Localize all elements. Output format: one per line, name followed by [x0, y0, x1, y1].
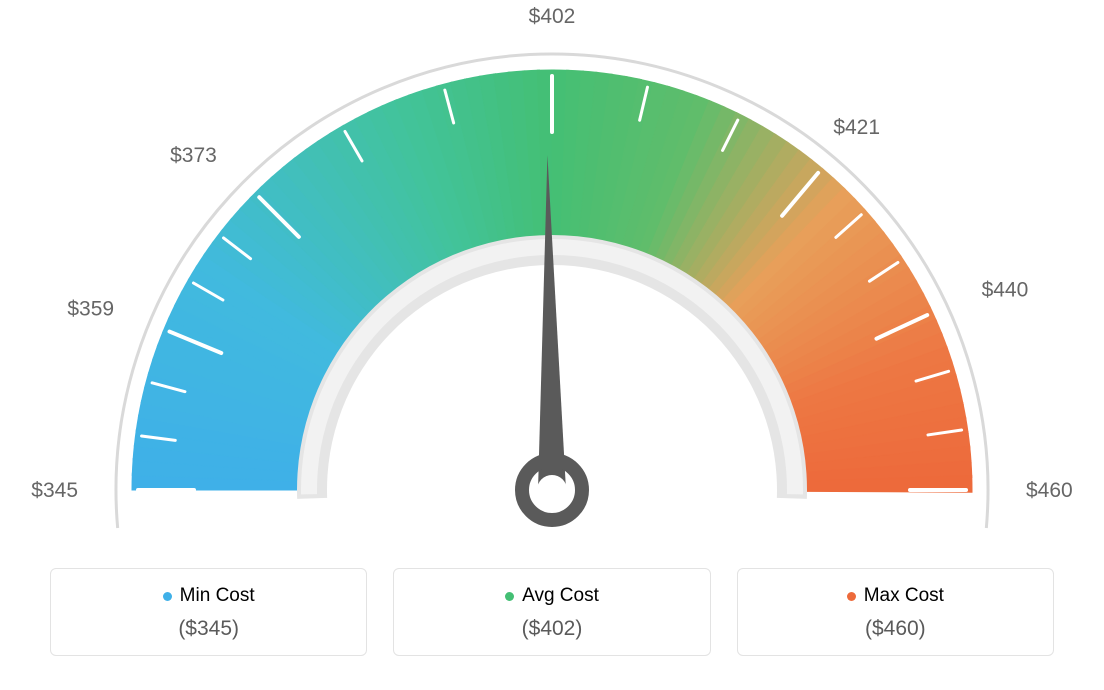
chart-container: $345 $359 $373 $402 $421 $440 $460 Min Cost ($…: [0, 0, 1104, 690]
svg-text:$440: $440: [982, 279, 1029, 302]
legend-row: Min Cost ($345) Avg Cost ($402) Max Cost…: [0, 568, 1104, 656]
gauge-area: $345 $359 $373 $402 $421 $440 $460: [0, 0, 1104, 560]
legend-label-avg: Avg Cost: [505, 585, 599, 607]
legend-card-max: Max Cost ($460): [737, 568, 1054, 656]
legend-value-min: ($345): [61, 617, 356, 641]
legend-label-min: Min Cost: [163, 585, 255, 607]
legend-dot-avg: [505, 592, 514, 601]
svg-text:$460: $460: [1026, 479, 1073, 502]
legend-text-min: Min Cost: [180, 585, 255, 607]
gauge-svg: $345 $359 $373 $402 $421 $440 $460: [0, 0, 1104, 560]
legend-card-min: Min Cost ($345): [50, 568, 367, 656]
legend-value-max: ($460): [748, 617, 1043, 641]
svg-text:$345: $345: [31, 479, 78, 502]
legend-text-avg: Avg Cost: [522, 585, 599, 607]
svg-text:$402: $402: [529, 5, 576, 28]
svg-text:$373: $373: [170, 144, 217, 167]
legend-value-avg: ($402): [404, 617, 699, 641]
legend-dot-max: [847, 592, 856, 601]
legend-card-avg: Avg Cost ($402): [393, 568, 710, 656]
svg-text:$359: $359: [67, 298, 114, 321]
legend-label-max: Max Cost: [847, 585, 944, 607]
svg-text:$421: $421: [833, 116, 880, 139]
legend-text-max: Max Cost: [864, 585, 944, 607]
legend-dot-min: [163, 592, 172, 601]
